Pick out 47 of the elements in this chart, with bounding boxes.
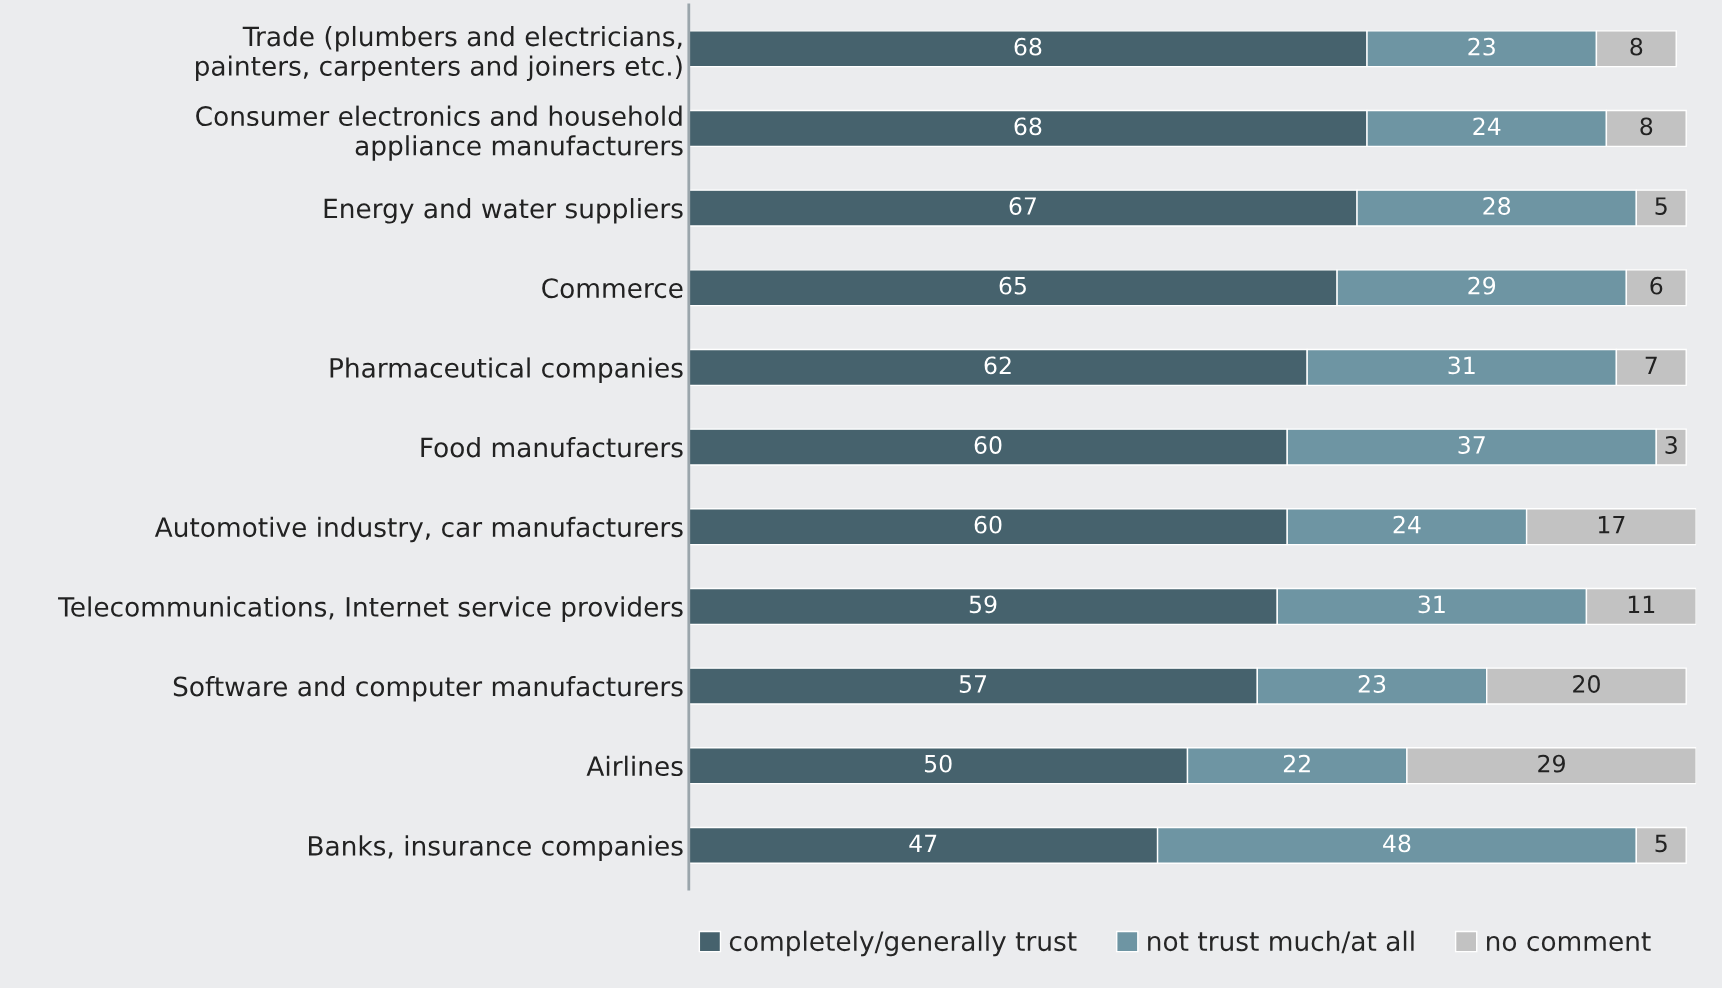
- y-tick-label: Banks, insurance companies: [309, 835, 683, 861]
- data-label: 48: [1383, 834, 1411, 853]
- data-label: 20: [1573, 675, 1600, 693]
- y-tick-label: Trade (plumbers and electricians, painters, carpenters and joiners etc.): [196, 25, 682, 82]
- data-label: 50: [924, 754, 952, 773]
- legend-label: no comment: [1487, 932, 1651, 952]
- y-tick-label: Food manufacturers: [421, 437, 683, 458]
- y-tick-label: Energy and water suppliers: [324, 198, 683, 224]
- data-label: 24: [1473, 117, 1501, 135]
- data-label: 8: [1640, 117, 1653, 136]
- legend-label: completely/generally trust: [729, 930, 1077, 957]
- data-label: 60: [974, 436, 1002, 454]
- y-tick-label: Software and computer manufacturers: [173, 676, 683, 702]
- data-label: 62: [984, 356, 1011, 375]
- y-tick-label: Consumer electronics and household appliance manufacturers: [196, 105, 683, 161]
- data-label: 5: [1655, 834, 1667, 853]
- data-label: 22: [1283, 754, 1310, 773]
- y-tick-label: Automotive industry, car manufacturers: [154, 516, 683, 543]
- data-label: 47: [909, 834, 937, 852]
- data-label: 7: [1645, 356, 1657, 374]
- data-label: 6: [1650, 276, 1663, 295]
- data-label: 60: [974, 515, 1002, 534]
- data-label: 24: [1393, 515, 1421, 534]
- legend-label: not trust much/at all: [1148, 930, 1414, 954]
- data-label: 23: [1468, 37, 1495, 56]
- data-label: 31: [1448, 356, 1475, 375]
- data-label: 31: [1418, 595, 1445, 614]
- data-label: 59: [969, 595, 997, 614]
- data-label: 29: [1538, 754, 1565, 773]
- data-label: 37: [1458, 436, 1485, 454]
- data-label: 23: [1358, 675, 1386, 693]
- data-label: 28: [1483, 197, 1511, 215]
- data-label: 29: [1468, 276, 1496, 295]
- data-label: 3: [1665, 436, 1677, 454]
- data-label: 8: [1630, 37, 1643, 56]
- y-tick-label: Airlines: [586, 755, 683, 777]
- data-label: 65: [999, 276, 1026, 295]
- y-tick-label: Commerce: [542, 278, 683, 299]
- data-label: 17: [1598, 516, 1625, 534]
- data-label: 68: [1014, 37, 1042, 56]
- data-label: 11: [1628, 595, 1655, 613]
- y-tick-label: Pharmaceutical companies: [330, 357, 683, 383]
- y-tick-label: Telecommunications, Internet service providers: [58, 596, 683, 622]
- data-label: 68: [1014, 117, 1042, 136]
- data-label: 5: [1655, 197, 1667, 215]
- data-label: 67: [1009, 197, 1036, 215]
- data-label: 57: [959, 675, 987, 693]
